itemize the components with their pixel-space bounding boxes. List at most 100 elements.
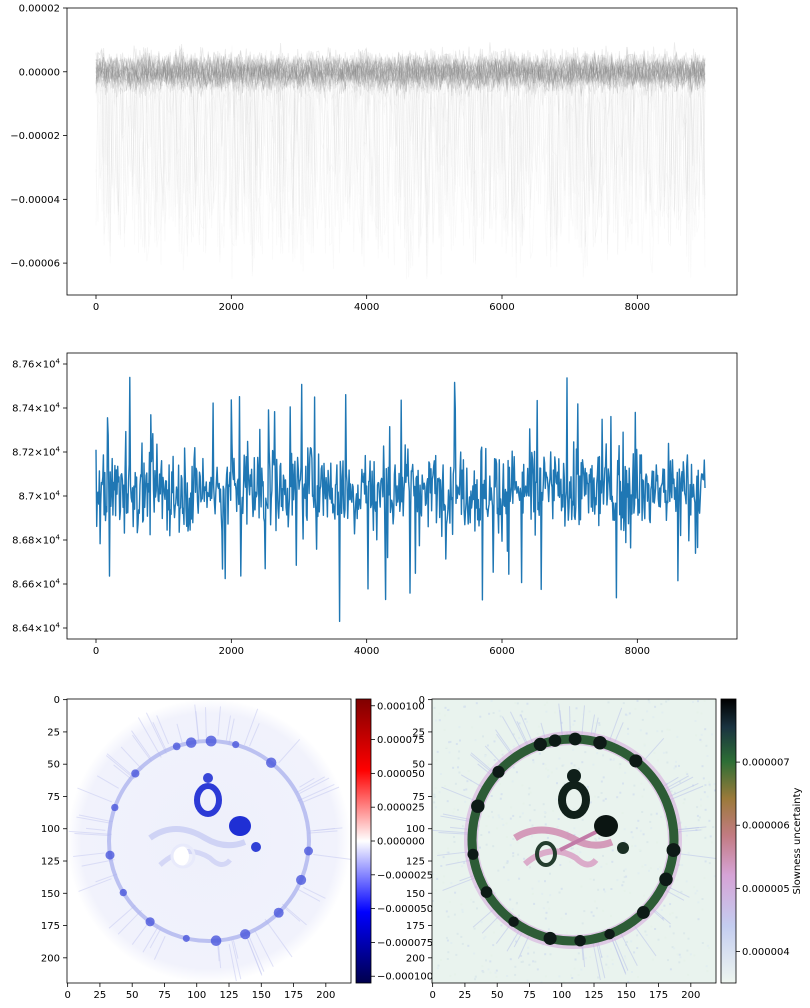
h1-ytick-label: 0 — [54, 695, 60, 706]
panel-1-trace — [95, 48, 706, 95]
cb1-ticks-label: 0.000075 — [377, 735, 425, 746]
panel-2-ytick-label: 8.72×104 — [12, 446, 60, 459]
panel-1-ensemble-plot: 0.00002 0.00000 −0.00002 −0.00004 −0.00006 0… — [10, 4, 738, 313]
panel-1-faint-trace — [95, 54, 706, 278]
panel-2-trace-plot: 8.76×104 8.74×104 8.72×104 8.7×104 8.68×104 8… — [12, 352, 738, 657]
panel-2-series-line — [95, 376, 706, 623]
h1-xtick-label: 75 — [158, 990, 171, 1001]
panel-2-y-axis: 8.76×104 8.74×104 8.72×104 8.7×104 8.68×104 8… — [12, 358, 67, 635]
h2-xtick-label: 175 — [649, 990, 668, 1001]
panel-1-trace — [95, 43, 706, 96]
panel-1-trace — [95, 48, 706, 95]
heatmap-2-ring-blobs — [467, 732, 681, 947]
panel-1-trace — [95, 46, 706, 96]
panel-1-xtick-label: 6000 — [489, 302, 514, 313]
cb1-ticks-label: −0.000025 — [377, 870, 433, 881]
h2-ytick-label: 175 — [406, 921, 425, 932]
panel-1-faint-traces — [95, 45, 706, 280]
h1-xtick-label: 125 — [219, 990, 238, 1001]
panel-1-ytick-label: −0.00004 — [10, 195, 60, 206]
panel-1-trace — [95, 46, 706, 95]
h1-ytick-label: 50 — [47, 760, 60, 771]
h1-xtick-label: 175 — [284, 990, 303, 1001]
h1-xtick-label: 200 — [316, 990, 335, 1001]
panel-1-faint-trace — [95, 49, 706, 269]
panel-1-trace — [95, 42, 706, 100]
panel-1-trace — [95, 47, 706, 97]
panel-1-ytick-label: 0.00000 — [19, 67, 60, 78]
cb1-ticks-label: 0.000100 — [377, 701, 425, 712]
h2-ytick-label: 100 — [406, 824, 425, 835]
panel-1-trace — [95, 50, 706, 94]
h1-xtick-label: 25 — [94, 990, 107, 1001]
heatmap-1-ring-blobs — [105, 735, 313, 946]
h2-xtick-label: 150 — [617, 990, 636, 1001]
panel-2-xtick-label: 8000 — [625, 646, 650, 657]
h1-ytick-label: 175 — [41, 921, 60, 932]
panel-2-ytick-label: 8.74×104 — [12, 402, 60, 415]
panel-1-trace — [95, 49, 706, 96]
panel-1-faint-trace — [95, 54, 706, 278]
colorbar-2-ticks: 0.000007 0.000006 0.000005 0.000004 — [736, 758, 790, 958]
cb1-ticks-label: 0.000025 — [377, 803, 425, 814]
colorbar-2-gradient — [721, 699, 736, 983]
panel-1-trace — [95, 42, 706, 98]
panel-1-trace — [95, 46, 706, 95]
heatmap-2-x-axis: 0 25 50 75 100 125 150 175 200 — [429, 983, 700, 1001]
heatmap-2-frame — [431, 698, 717, 984]
cb2-ticks-label: 0.000004 — [742, 947, 790, 958]
cb1-ticks-label: 0.000000 — [377, 837, 425, 848]
cb1-ticks-label: −0.000100 — [377, 972, 433, 983]
panel-1-trace — [95, 51, 706, 91]
h2-xtick-label: 25 — [459, 990, 472, 1001]
panel-2-xtick-label: 0 — [93, 646, 99, 657]
heatmap-2-inner-features — [513, 769, 629, 868]
panel-2-ytick-label: 8.7×104 — [19, 490, 61, 503]
panel-1-faint-trace — [95, 48, 706, 275]
panel-2-ytick-label: 8.64×104 — [12, 622, 60, 635]
panel-2-ytick-label: 8.76×104 — [12, 358, 60, 371]
h1-ytick-label: 125 — [41, 857, 60, 868]
heatmap-2-noise — [432, 699, 716, 983]
cb2-ticks-label: 0.000007 — [742, 758, 790, 769]
panel-1-ytick-label: 0.00002 — [19, 4, 60, 15]
h2-ytick-label: 50 — [412, 760, 425, 771]
colorbar-1: 0.000100 0.000075 0.000050 0.000025 0.000000… — [355, 698, 433, 984]
panel-1-trace — [95, 47, 706, 96]
panel-2-x-axis: 0 2000 4000 6000 8000 — [93, 639, 650, 657]
panel-1-trace — [95, 48, 706, 97]
panel-1-trace — [95, 47, 706, 97]
h2-xtick-label: 125 — [584, 990, 603, 1001]
heatmap-2-image — [432, 699, 716, 983]
cb1-ticks-label: −0.000075 — [377, 938, 433, 949]
panel-2-ytick-label: 8.66×104 — [12, 578, 60, 591]
panel-1-faint-trace — [95, 55, 706, 280]
panel-1-trace — [95, 45, 706, 95]
colorbar-1-gradient — [356, 699, 371, 983]
heatmap-1-ray-streaks — [68, 704, 351, 982]
colorbar-2: 0.000007 0.000006 0.000005 0.000004 Slownes… — [720, 698, 803, 984]
panel-1-trace — [95, 46, 706, 98]
panel-1-trace — [95, 51, 706, 94]
panel-1-trace — [95, 52, 706, 91]
heatmap-2-y-axis: 0 25 50 75 100 125 150 175 200 — [406, 695, 432, 964]
colorbar-2-label: Slowness uncertainty — [792, 787, 803, 894]
cb2-ticks-label: 0.000005 — [742, 884, 790, 895]
h2-ytick-label: 0 — [419, 695, 425, 706]
h1-xtick-label: 100 — [187, 990, 206, 1001]
panel-1-trace — [95, 47, 706, 101]
h1-ytick-label: 25 — [47, 727, 60, 738]
panel-1-trace — [95, 48, 706, 97]
panel-1-plot-area — [95, 42, 706, 280]
panel-1-faint-trace — [95, 49, 706, 280]
panel-1-trace — [95, 47, 706, 97]
panel-1-dense-band — [95, 42, 706, 101]
panel-1-trace — [95, 46, 706, 98]
panel-2-plot-area — [95, 376, 706, 623]
colorbar-1-ticks: 0.000100 0.000075 0.000050 0.000025 0.000000… — [371, 701, 433, 983]
h2-ytick-label: 25 — [412, 727, 425, 738]
h2-ytick-label: 75 — [412, 792, 425, 803]
h2-xtick-label: 0 — [429, 990, 435, 1001]
heatmap-2-uncertainty: 0 25 50 75 100 125 150 175 200 0 25 50 75 100 125 150 1… — [406, 695, 717, 1001]
